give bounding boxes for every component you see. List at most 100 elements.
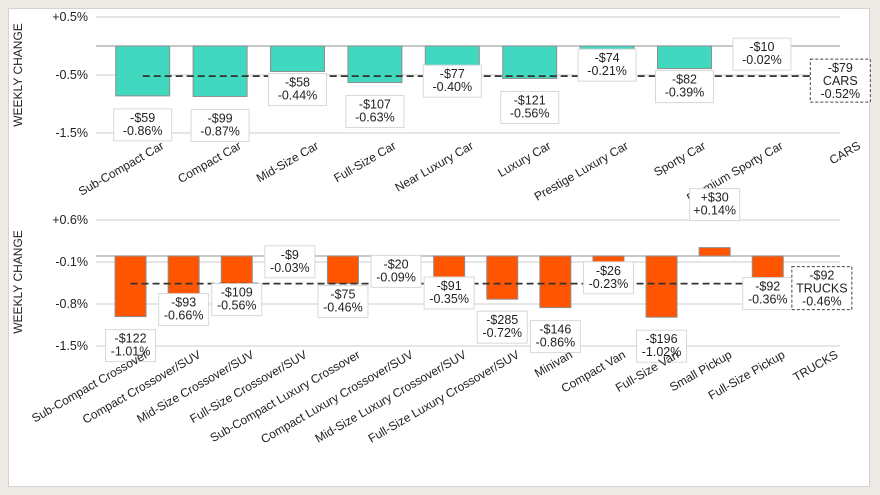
data-label: +$30+0.14% <box>689 188 741 222</box>
data-label-box <box>113 108 173 142</box>
data-label-box <box>264 245 316 279</box>
data-label: -$93-0.66% <box>158 293 210 327</box>
data-label-box <box>370 254 422 288</box>
data-label: -$59-0.86% <box>113 108 173 142</box>
data-label-pct: -1.02% <box>642 345 682 359</box>
data-label-usd: -$91 <box>437 279 462 293</box>
bar <box>486 255 519 300</box>
data-label-pct: -0.72% <box>482 326 522 340</box>
y-tick-label: -0.1% <box>55 255 88 269</box>
y-tick-label: -1.5% <box>55 339 88 353</box>
data-label-usd: -$107 <box>359 98 391 112</box>
bar <box>114 255 147 318</box>
data-label: -$9-0.03% <box>264 245 316 279</box>
bar <box>645 255 678 318</box>
x-category-label: Sub-Compact Car <box>76 138 166 198</box>
data-label-usd: -$109 <box>221 286 253 300</box>
data-label-usd: -$58 <box>285 76 310 90</box>
x-category-label: CARS <box>827 138 863 167</box>
data-label-pct: -0.87% <box>200 124 240 138</box>
x-category-label: Full-Size Car <box>331 138 398 185</box>
data-label-usd: -$196 <box>646 332 678 346</box>
data-label-pct: -1.01% <box>111 345 151 359</box>
data-label-usd: -$10 <box>749 40 774 54</box>
data-label-usd: -$92 <box>755 280 780 294</box>
data-label: -$91-0.35% <box>423 276 475 310</box>
data-label-pct: -0.44% <box>278 89 318 103</box>
summary-line: -$92 <box>809 269 834 283</box>
y-tick-label: -0.5% <box>55 68 88 82</box>
data-label-pct: -0.56% <box>217 299 257 313</box>
data-label-box <box>732 37 792 71</box>
summary-line: -0.46% <box>802 295 842 309</box>
summary-line: -0.52% <box>820 87 860 101</box>
x-category-label: Compact Car <box>175 138 243 185</box>
data-label-box <box>655 70 714 104</box>
data-label-usd: -$74 <box>595 51 620 65</box>
data-label-usd: -$20 <box>384 257 409 271</box>
data-label: -$26-0.23% <box>582 261 634 295</box>
data-label-pct: -0.36% <box>748 293 788 307</box>
data-label-box <box>476 310 528 344</box>
data-label: -$74-0.21% <box>577 48 637 82</box>
data-label: -$121-0.56% <box>500 90 560 124</box>
data-label: -$75-0.46% <box>317 285 369 319</box>
data-label-pct: -0.39% <box>665 86 705 100</box>
data-label: -$285-0.72% <box>476 310 528 344</box>
data-label-box <box>500 90 560 124</box>
summary-box <box>791 266 853 311</box>
data-label-pct: -0.21% <box>587 64 627 78</box>
data-label-box <box>158 293 210 327</box>
data-label-pct: -0.56% <box>510 106 550 120</box>
bar <box>657 45 712 70</box>
bar <box>115 45 171 97</box>
data-label-usd: -$82 <box>672 73 697 87</box>
bar <box>502 45 558 79</box>
data-label-box <box>268 73 327 107</box>
y-axis-title: WEEKLY CHANGE <box>11 23 25 127</box>
bar <box>751 255 784 279</box>
x-category-label: Near Luxury Car <box>393 138 476 194</box>
data-label-pct: +0.14% <box>693 204 736 218</box>
bar <box>539 255 572 309</box>
summary-line: -$79 <box>828 61 853 75</box>
bar <box>698 247 731 257</box>
data-label-pct: -0.40% <box>432 80 472 94</box>
data-label-pct: -0.23% <box>589 277 629 291</box>
data-label-pct: -0.02% <box>742 53 782 67</box>
data-label-usd: -$146 <box>539 323 571 337</box>
data-label-usd: -$26 <box>596 264 621 278</box>
data-label-pct: -0.86% <box>536 336 576 350</box>
y-tick-label: +0.5% <box>52 10 88 24</box>
data-label: -$58-0.44% <box>268 73 327 107</box>
summary-line: TRUCKS <box>796 282 847 296</box>
data-label-pct: -0.86% <box>123 124 163 138</box>
data-label-box <box>422 64 482 98</box>
summary-box <box>809 58 871 103</box>
data-label-box <box>423 276 475 310</box>
chart-cars: WEEKLY CHANGE+0.5%-0.5%-1.5%-$59-0.86%-$… <box>11 10 871 205</box>
data-label: -$82-0.39% <box>655 70 714 104</box>
data-label-usd: -$59 <box>130 111 155 125</box>
data-label-usd: -$122 <box>115 332 147 346</box>
data-label-box <box>317 285 369 319</box>
y-axis-title: WEEKLY CHANGE <box>11 230 25 334</box>
data-label: -$146-0.86% <box>529 320 581 354</box>
data-label-box <box>636 329 688 363</box>
data-label: -$92-0.36% <box>742 277 794 311</box>
data-label-box <box>582 261 634 295</box>
data-label: -$77-0.40% <box>422 64 482 98</box>
data-label-box <box>211 283 263 317</box>
data-label-pct: -0.46% <box>323 301 363 315</box>
bar <box>270 45 325 73</box>
data-label: -$122-1.01% <box>105 329 157 363</box>
data-label-box <box>577 48 637 82</box>
data-label: -$10-0.02% <box>732 37 792 71</box>
data-label: -$109-0.56% <box>211 283 263 317</box>
data-label-pct: -0.66% <box>164 309 204 323</box>
bar <box>192 45 248 97</box>
x-category-label: Mid-Size Car <box>254 138 321 185</box>
data-label-pct: -0.63% <box>355 111 395 125</box>
